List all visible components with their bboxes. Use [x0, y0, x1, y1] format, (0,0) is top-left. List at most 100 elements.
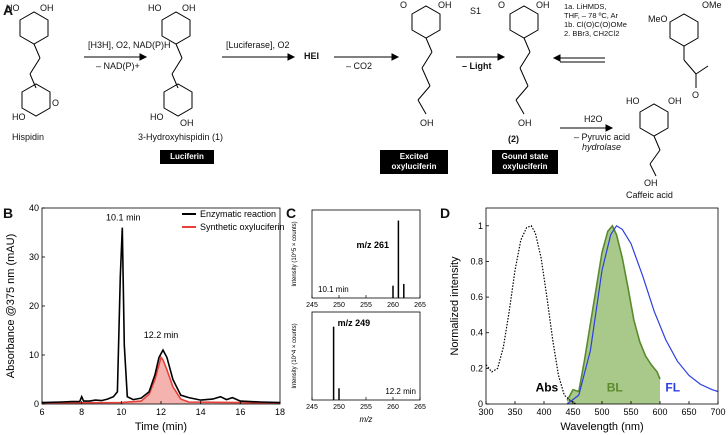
y-axis-label: Intensity (10^5 × counts) [292, 221, 298, 286]
y-tick-label: 0 [34, 399, 39, 409]
h2o-label: H2O [584, 114, 603, 124]
x-tick-label: 700 [710, 407, 725, 417]
hispidin-structure [19, 11, 51, 117]
ground-line-2: oxyluciferin [502, 162, 548, 171]
x-tick-label: 600 [652, 407, 667, 417]
hydroxyl-label: O [498, 0, 506, 10]
x-tick-label: 650 [681, 407, 696, 417]
hydroxyl-label: OH [40, 3, 54, 13]
hydroxyl-label: HO [6, 3, 20, 13]
light-label: – Light [462, 61, 492, 71]
x-tick-label: 14 [196, 407, 206, 417]
x-axis-label: Wavelength (nm) [560, 421, 643, 433]
x-tick-label: 10 [116, 407, 126, 417]
peak-annotation: 10.1 min [106, 212, 141, 222]
x-tick-label: 255 [360, 404, 372, 411]
x-tick-label: 260 [387, 404, 399, 411]
excited-line-2: oxyluciferin [391, 162, 437, 171]
excited-line-1: Excited [399, 152, 429, 161]
retention-time: 12.2 min [385, 387, 416, 396]
y-tick-label: 40 [29, 203, 39, 213]
hydroxyl-label: HO [626, 96, 640, 106]
mass-spectra: 245 250 255 260 265 m/z 261 10.1 min Intensity … [292, 209, 426, 424]
y-tick-label: 0.4 [470, 328, 483, 338]
s1-label: S1 [470, 6, 482, 16]
x-tick-label: 16 [235, 407, 245, 417]
spectra-chart: 300 350 400 450 500 550 600 650 700 0 0.2 0.4 0.6 0.8… [449, 207, 726, 433]
synthesis-line: THF, – 78 ºC, Ar [564, 11, 619, 20]
synthesis-conditions: 1a. LiHMDS, THF, – 78 ºC, Ar 1b. Cl(O)C(… [564, 2, 627, 38]
x-tick-label: 18 [275, 407, 285, 417]
hydroxyl-label: HO [148, 3, 162, 13]
y-tick-label: 10 [29, 350, 39, 360]
synthesis-line: 2. BBr3, CH2Cl2 [564, 29, 620, 38]
reaction-arrows [84, 53, 614, 132]
x-tick-label: 500 [594, 407, 609, 417]
y-tick-label: 30 [29, 252, 39, 262]
y-tick-label: 1 [478, 221, 483, 231]
synthetic-fill [42, 357, 280, 404]
x-tick-label: 255 [360, 302, 372, 309]
hydroxyl-label: OH [518, 118, 532, 128]
excited-oxyluciferin-box: Excited oxyluciferin [380, 150, 448, 174]
hei-label: HEI [304, 51, 320, 61]
x-tick-label: 260 [387, 302, 399, 309]
synthesis-line: 1b. Cl(O)C(O)OMe [564, 20, 627, 29]
carbonyl-label: O [52, 98, 60, 108]
hydroxyl-label: OH [668, 96, 682, 106]
y-tick-label: 0 [478, 399, 483, 409]
series-label-fl: FL [665, 381, 680, 395]
x-tick-label: 245 [306, 302, 318, 309]
hydroxyl-label: HO [12, 112, 26, 122]
x-tick-label: 8 [79, 407, 84, 417]
x-tick-label: 245 [306, 404, 318, 411]
panel-label-d: D [440, 205, 451, 221]
meo-label: MeO [648, 14, 668, 24]
hydroxyl-label: OH [180, 118, 194, 128]
x-tick-label: 12 [156, 407, 166, 417]
series-line-enzymatic [41, 227, 281, 404]
hydroxyl-label: OH [182, 3, 196, 13]
ground-oxyluciferin-box: Gound state oxyluciferin [492, 150, 558, 174]
reaction-scheme [19, 5, 709, 177]
x-tick-label: 450 [565, 407, 580, 417]
ground-line-1: Gound state [501, 152, 549, 161]
hydroxyl-label: OH [420, 118, 434, 128]
co2-label: – CO2 [346, 61, 373, 71]
x-tick-label: 250 [333, 404, 345, 411]
series-line-bl [566, 224, 661, 401]
peak-label: m/z 261 [356, 240, 389, 250]
y-axis-label: Intensity (10^4 × counts) [292, 323, 298, 388]
panel-label-a: A [3, 2, 14, 18]
x-tick-label: 550 [623, 407, 638, 417]
step1-reagents: [H3H], O2, NAD(P)H [88, 40, 171, 50]
series-line-abs [485, 225, 577, 405]
caffeic-acid-label: Caffeic acid [626, 190, 673, 200]
series-line-fl [566, 224, 719, 405]
panel-label-b: B [3, 205, 14, 221]
x-tick-label: 300 [478, 407, 493, 417]
y-tick-label: 20 [29, 301, 39, 311]
ground-number: (2) [508, 134, 519, 144]
y-tick-label: 0.2 [470, 363, 483, 373]
ome-label: OMe [702, 0, 722, 10]
panel-label-c: C [286, 205, 297, 221]
hydrolase-label: hydrolase [582, 142, 622, 152]
step2-reagents: [Luciferase], O2 [226, 40, 290, 50]
y-axis-label: Normalized intensity [449, 256, 461, 356]
y-tick-label: 0.8 [470, 256, 483, 266]
x-tick-label: 250 [333, 302, 345, 309]
series-label-bl: BL [607, 381, 623, 395]
legend-label: Synthetic oxyluciferin [200, 222, 285, 232]
excited-oxyluciferin-structure [411, 5, 441, 115]
hplc-chromatogram: 6 8 10 12 14 16 18 0 10 20 30 40 Time (min) Absorbanc… [5, 203, 285, 433]
hydroxyhispidin-structure [161, 11, 193, 117]
hydroxyl-label: HO [150, 112, 164, 122]
hydroxyl-label: OH [536, 0, 550, 10]
precursor-structure [669, 13, 709, 88]
bl-fill [567, 225, 660, 404]
hydroxyl-label: OH [438, 0, 452, 10]
series-label-abs: Abs [536, 381, 559, 395]
x-tick-label: 400 [536, 407, 551, 417]
retention-time: 10.1 min [318, 285, 349, 294]
